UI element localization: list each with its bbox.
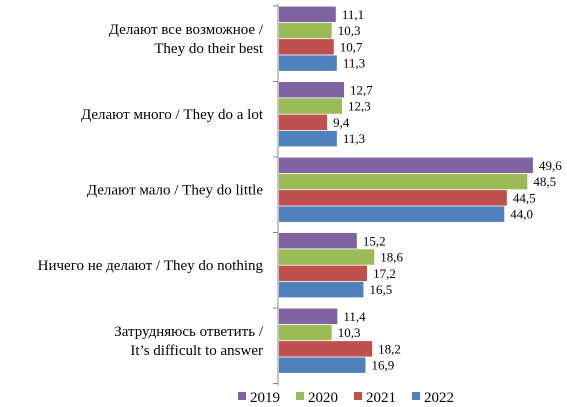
data-label: 11,1 (342, 7, 364, 22)
bar-2020 (279, 249, 375, 265)
bar-2020 (279, 173, 528, 190)
bar-2020 (279, 98, 342, 114)
data-label: 15,2 (363, 233, 386, 248)
data-label: 16,5 (369, 282, 392, 297)
bar-2022 (279, 130, 337, 147)
category-axis-ticks (273, 5, 278, 384)
value-labels: 11,110,310,711,312,712,39,411,349,648,54… (333, 7, 562, 373)
data-label: 18,2 (378, 341, 401, 356)
bar-2021 (279, 114, 328, 131)
category-label: Затрудняюсь ответить / It’s difficult to … (114, 324, 264, 359)
data-label: 11,4 (343, 309, 366, 324)
legend-label: 2022 (424, 390, 454, 406)
legend-item-2022: 2022 (412, 390, 454, 406)
data-label: 17,2 (373, 266, 396, 281)
data-label: 11,3 (343, 131, 365, 146)
bars (279, 6, 533, 373)
legend-swatch (354, 392, 362, 400)
data-label: 18,6 (380, 250, 403, 265)
data-label: 44,0 (510, 207, 533, 222)
legend-label: 2019 (250, 390, 280, 406)
legend-item-2021: 2021 (354, 390, 396, 406)
bar-2022 (279, 281, 364, 298)
bar-2022 (279, 357, 366, 373)
bar-2019 (279, 157, 533, 173)
bar-2021 (279, 265, 368, 282)
category-label: Делают все возможное / They do their best (109, 22, 264, 57)
data-label: 9,4 (333, 115, 350, 130)
legend-swatch (238, 392, 246, 400)
bar-2020 (279, 324, 332, 341)
bar-2021 (279, 341, 373, 357)
data-label: 16,9 (372, 358, 395, 373)
legend-swatch (412, 392, 420, 400)
data-label: 48,5 (533, 174, 556, 189)
category-label: Ничего не делают / They do nothing (38, 258, 264, 274)
bar-2022 (279, 55, 337, 71)
data-label: 49,6 (539, 158, 562, 173)
bar-2019 (279, 233, 357, 249)
legend-label: 2020 (308, 390, 338, 406)
legend: 2019 2020 2021 2022 (238, 390, 454, 406)
legend-item-2020: 2020 (296, 390, 338, 406)
bar-2022 (279, 206, 505, 222)
bar-2019 (279, 82, 345, 98)
data-label: 10,3 (338, 325, 361, 340)
category-label: Делают мало / They do little (87, 183, 264, 199)
legend-swatch (296, 392, 304, 400)
data-label: 10,3 (338, 23, 361, 38)
data-label: 10,7 (340, 39, 363, 54)
data-label: 44,5 (513, 190, 536, 205)
category-label: Делают много / They do a lot (81, 107, 264, 123)
data-label: 11,3 (343, 56, 365, 71)
category-labels: Делают все возможное / They do their best… (38, 22, 264, 359)
bar-2020 (279, 22, 332, 39)
legend-item-2019: 2019 (238, 390, 280, 406)
legend-label: 2021 (366, 390, 396, 406)
bar-2019 (279, 6, 336, 22)
bar-2019 (279, 308, 338, 324)
data-label: 12,7 (350, 82, 373, 97)
bar-2021 (279, 190, 507, 206)
data-label: 12,3 (348, 99, 371, 114)
bar-2021 (279, 39, 334, 55)
